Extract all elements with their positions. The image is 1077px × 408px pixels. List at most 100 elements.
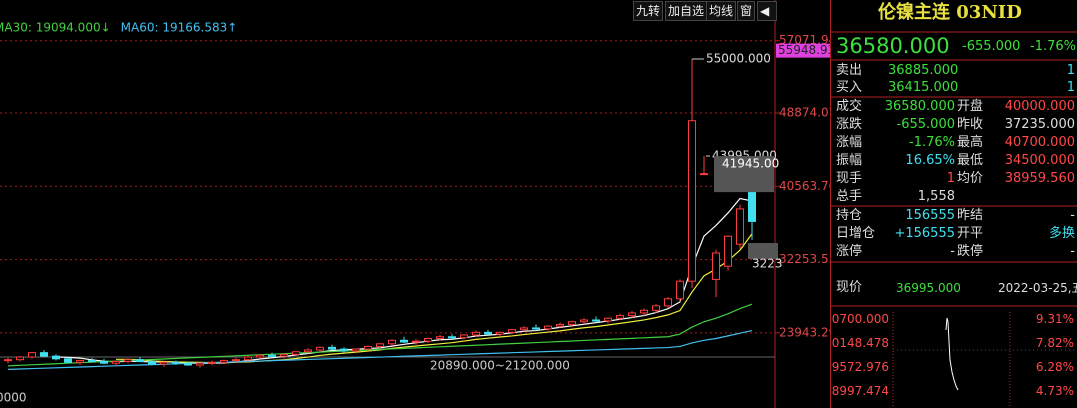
candle-body (340, 348, 348, 352)
stat-value: 34500.000 (1004, 153, 1075, 168)
stat-label: 涨跌 (836, 117, 863, 132)
candle-body (268, 354, 276, 357)
annotation-label: 20890.000~21200.000 (430, 359, 570, 373)
candle-body (460, 334, 468, 339)
candle-body (160, 361, 168, 365)
annotation-box (714, 156, 774, 193)
y-tick-label: 23943.29 (779, 325, 830, 339)
candle-body (304, 349, 312, 353)
price-marker-label: 55948.93 (778, 43, 830, 57)
candle-body (136, 359, 144, 362)
mini-y-label: 0700.000 (831, 312, 889, 326)
mini-pct-label: 7.82% (1035, 336, 1074, 350)
mini-y-label: 8997.474 (831, 384, 889, 398)
stat-label: 总手 (836, 189, 863, 204)
stat-value: 1 (946, 171, 955, 186)
legend-entry: MA30: 19094.000↓ (0, 21, 111, 35)
window-toggle[interactable]: ◀ (757, 1, 777, 21)
change-pct: -1.76% (1030, 39, 1076, 54)
candle-body (112, 360, 120, 364)
stat-value: 1,558 (917, 189, 955, 204)
candle-body (292, 351, 300, 355)
candle-body (472, 331, 480, 336)
ma-line (116, 233, 753, 364)
candle-body (688, 120, 696, 282)
toolbar-button[interactable]: 九转 (633, 1, 664, 21)
book-qty: 1 (1066, 63, 1075, 78)
price-marker-box (776, 43, 830, 58)
position-value: 156555 (905, 208, 955, 223)
candle-body (4, 359, 12, 362)
candle-body (736, 208, 744, 245)
position-label: 跌停 (957, 244, 984, 259)
candle-body (724, 235, 732, 267)
candle-body (520, 327, 528, 331)
candle-body (412, 340, 420, 343)
last-label: 现价 (836, 280, 863, 295)
mini-y-label: 0148.478 (831, 336, 889, 350)
candle-body (388, 339, 396, 345)
candle-body (592, 319, 600, 322)
candle-body (652, 305, 660, 311)
candle-body (400, 339, 408, 343)
book-qty: 1 (1066, 80, 1075, 95)
candle-body (568, 321, 576, 325)
candle-body (508, 329, 516, 333)
candle-body (220, 360, 228, 363)
candle-body (232, 359, 240, 362)
candle-body (424, 338, 432, 342)
instrument-title: 伦镍主连 03NID (878, 2, 1022, 23)
mini-pct-label: 9.31% (1035, 312, 1074, 326)
candle-body (484, 331, 492, 335)
stat-value: -1.76% (909, 135, 955, 150)
candle-body (352, 348, 360, 352)
candle-body (28, 352, 36, 358)
candle-body (748, 190, 756, 222)
mini-pct-label: 6.28% (1035, 360, 1074, 374)
position-value: 多换 (1048, 226, 1075, 241)
candle-body (664, 298, 672, 307)
candle-body (172, 361, 180, 364)
stat-value: 36580.000 (884, 99, 955, 114)
stat-value: 16.65% (905, 153, 955, 168)
toolbar-button[interactable]: 加自选 (665, 1, 708, 21)
annotation-label: 41945.00 (722, 157, 779, 171)
stat-value: 38959.560 (1004, 171, 1075, 186)
candle-body (376, 343, 384, 347)
kline-chart: 57071.9448874.0740563.7632253.5323943.29… (0, 0, 830, 408)
y-tick-label: 32253.53 (779, 252, 830, 266)
y-tick-label: 48874.07 (779, 106, 830, 120)
candle-body (88, 360, 96, 363)
candle-body (196, 362, 204, 366)
candle-body (316, 346, 324, 351)
change: -655.000 (962, 39, 1021, 54)
toolbar-button[interactable]: 窗 (737, 1, 756, 21)
position-label: 日增仓 (836, 226, 876, 241)
candle-body (700, 173, 708, 176)
candle-body (436, 336, 444, 340)
toolbar-button[interactable]: 均线 (706, 1, 737, 21)
stat-value: 40700.000 (1004, 135, 1075, 150)
legend-entry: MA60: 19166.583↑ (121, 21, 238, 35)
candle-body (616, 315, 624, 319)
annotation-label: 55000.000 (706, 51, 771, 65)
candle-body (328, 346, 336, 350)
axis-label: 0000 (0, 391, 27, 405)
candle-body (364, 345, 372, 350)
stat-value: 40000.000 (1004, 99, 1075, 114)
position-value: +156555 (894, 226, 955, 241)
candle-body (100, 360, 108, 364)
stat-label: 最高 (957, 135, 984, 150)
last-value: 36995.000 (896, 281, 961, 295)
candle-body (184, 362, 192, 366)
stat-label: 涨幅 (836, 135, 863, 150)
stat-label: 振幅 (836, 153, 863, 168)
last-date: 2022-03-25,五 (998, 281, 1077, 295)
candle-body (496, 331, 504, 335)
position-label: 涨停 (836, 244, 863, 259)
stat-label: 开盘 (957, 99, 984, 114)
candle-body (676, 280, 684, 300)
candle-body (76, 360, 84, 363)
mini-pct-label: 4.73% (1035, 384, 1074, 398)
candle-body (124, 359, 132, 362)
